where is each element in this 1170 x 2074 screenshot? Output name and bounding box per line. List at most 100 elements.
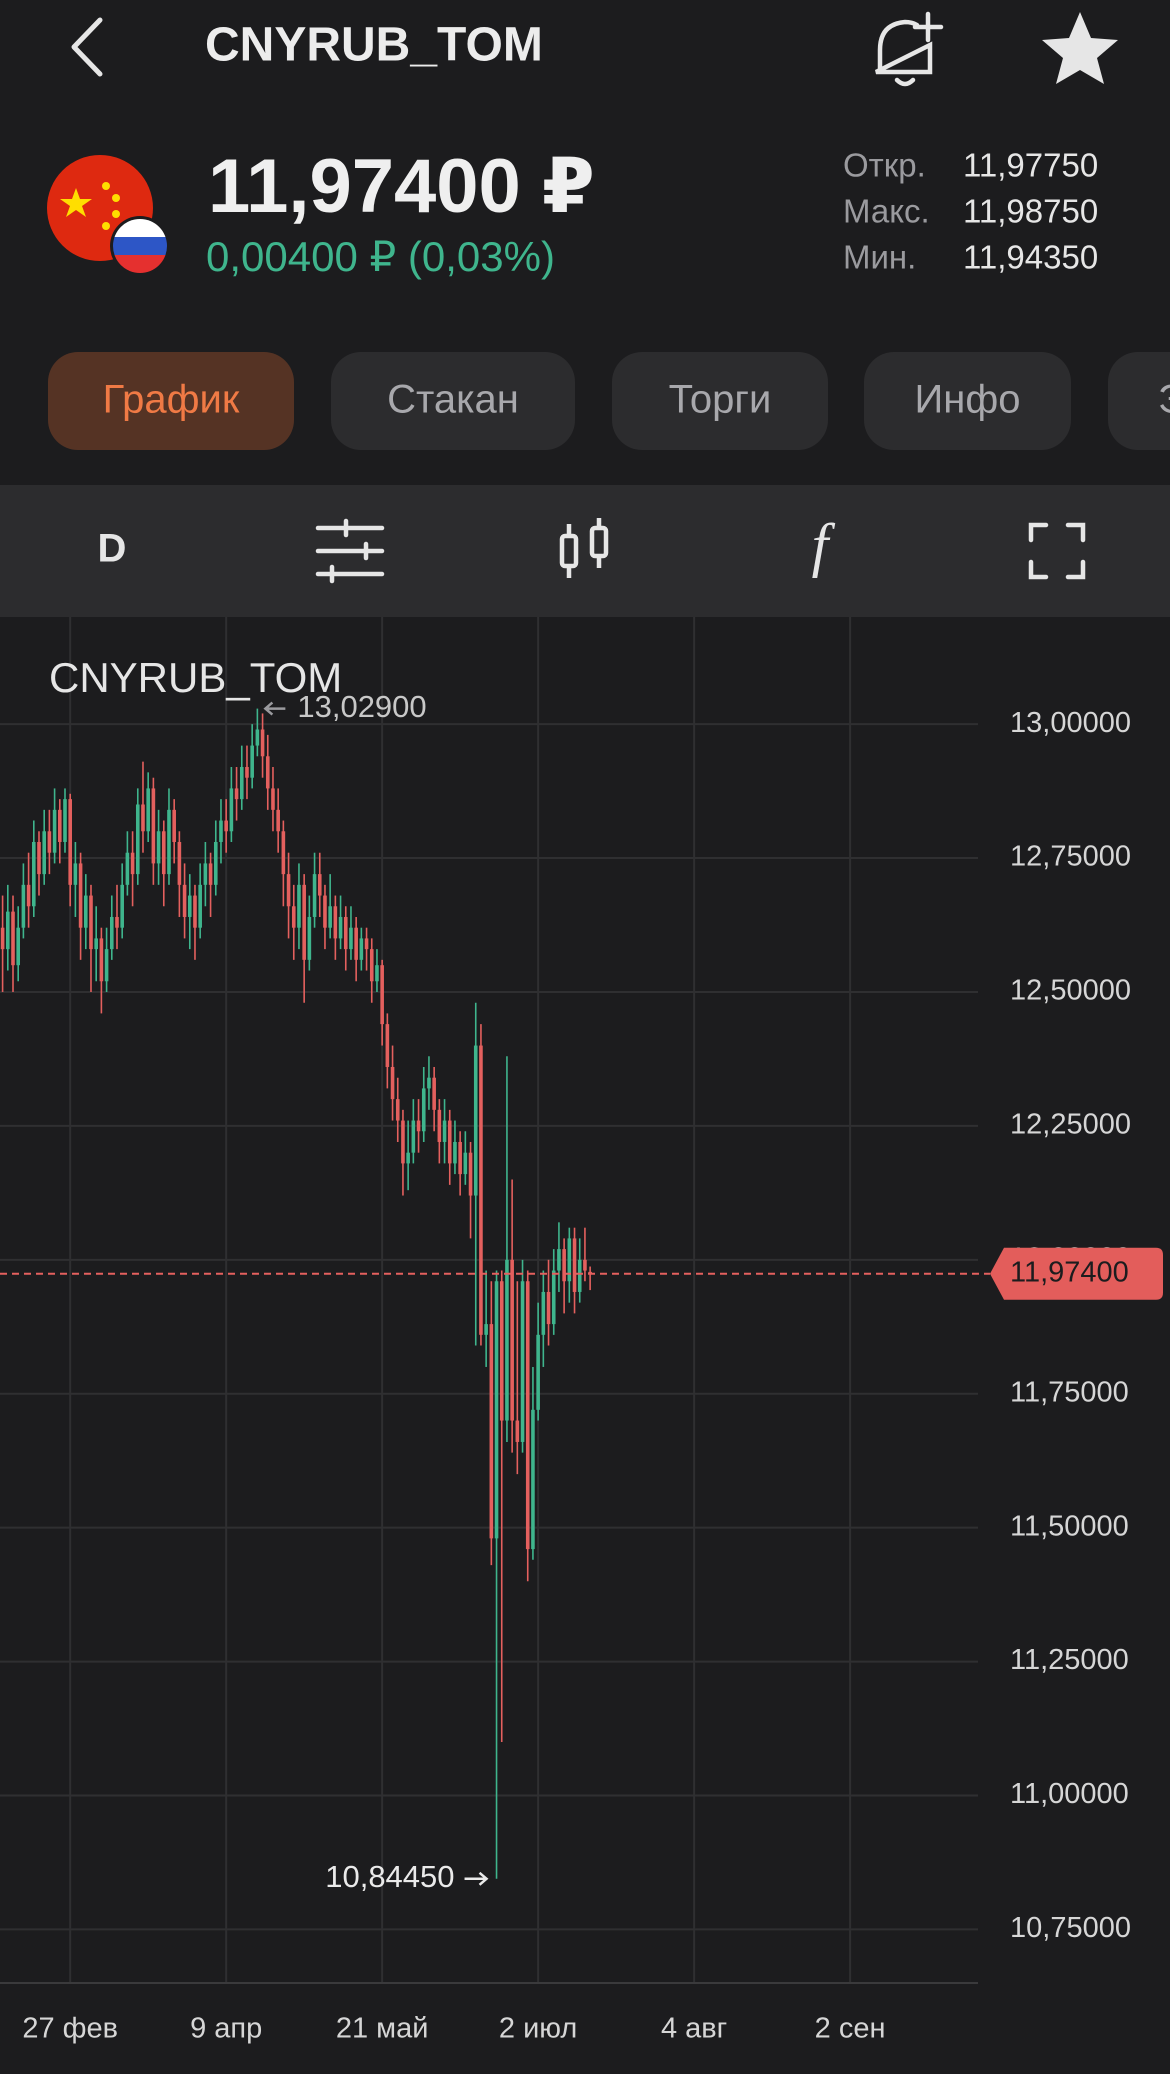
candle-body: [328, 906, 332, 928]
x-tick-label: 2 июл: [499, 2013, 577, 2045]
candle-body: [208, 863, 213, 885]
candle-body: [312, 874, 317, 917]
tab-label[interactable]: Э: [1158, 378, 1170, 422]
candle-body: [354, 927, 358, 960]
candle-body: [130, 852, 135, 875]
candle-body: [302, 884, 306, 960]
y-tick-label: 11,00000: [1010, 1778, 1129, 1810]
candle-body: [182, 884, 187, 917]
candle-body: [224, 820, 228, 832]
candle-body: [406, 1152, 410, 1164]
candle-body: [52, 809, 57, 853]
candle-body: [115, 916, 119, 928]
favorite-button[interactable]: [1042, 12, 1118, 84]
candle-body: [255, 729, 260, 746]
candle-body: [317, 874, 322, 896]
annotation-label: 13,02900: [297, 689, 426, 724]
candle-body: [395, 1099, 400, 1121]
currency-flags: [47, 155, 170, 276]
candle-body: [265, 756, 270, 789]
stat-label: Откр.: [843, 147, 926, 184]
candle-body: [515, 1420, 520, 1442]
stats: Откр. 11,97750 Макс. 11,98750 Мин. 11,94350: [843, 147, 1098, 276]
x-tick-label: 2 сен: [815, 2013, 886, 2045]
candle-body: [177, 841, 182, 885]
candle-body: [83, 895, 88, 928]
fullscreen-button[interactable]: [1028, 522, 1086, 580]
candle-body: [146, 788, 150, 832]
candle-body: [536, 1334, 540, 1410]
tab-label[interactable]: Стакан: [387, 378, 519, 422]
candle-body: [437, 1109, 442, 1142]
tab[interactable]: [331, 352, 575, 450]
candle-body: [499, 1281, 504, 1421]
candle-body: [583, 1259, 587, 1271]
candle-body: [120, 884, 124, 928]
tab-label[interactable]: Торги: [669, 378, 772, 422]
header-title: CNYRUB_TOM: [205, 19, 543, 72]
candle-body: [26, 884, 31, 907]
candle-body: [78, 863, 83, 928]
candle-body: [151, 788, 156, 864]
x-tick-label: 9 апр: [190, 2013, 262, 2045]
y-tick-label: 12,25000: [1010, 1109, 1131, 1141]
candle-body: [297, 884, 301, 928]
candle-body: [525, 1281, 530, 1550]
stat-value: 11,98750: [963, 193, 1098, 230]
tab[interactable]: [612, 352, 828, 450]
candle-body: [343, 916, 348, 950]
candle-body: [291, 906, 296, 928]
candle-body: [229, 788, 234, 832]
candle-body: [510, 1259, 514, 1421]
tab[interactable]: [864, 352, 1071, 450]
candle-body: [31, 841, 36, 907]
tab-label[interactable]: График: [103, 378, 240, 422]
y-tick-label: 12,50000: [1010, 975, 1131, 1007]
toolbar: [0, 485, 1170, 617]
candle-body: [349, 927, 353, 950]
tab-label[interactable]: Инфо: [915, 378, 1021, 422]
alert-button[interactable]: [874, 11, 944, 87]
candle-body: [479, 1045, 483, 1335]
candle-body: [271, 788, 275, 810]
candle-body: [135, 804, 140, 875]
chart-type-button[interactable]: [559, 518, 609, 578]
x-tick-label: 27 фев: [22, 2013, 118, 2045]
y-tick-label: 11,75000: [1010, 1376, 1129, 1408]
candle-body: [187, 895, 192, 917]
candle-body: [245, 766, 249, 778]
candle-body: [416, 1120, 421, 1132]
annotation-arrow: [464, 1871, 489, 1886]
candle-body: [432, 1077, 436, 1110]
candle-body: [167, 809, 171, 875]
candle-body: [401, 1120, 405, 1164]
candle-body: [109, 916, 114, 950]
candle-body: [281, 831, 286, 875]
candle-body: [276, 809, 280, 832]
stat-label: Макс.: [843, 193, 930, 230]
tabs: График Стакан Торги Инфо Э: [48, 352, 1170, 450]
candle-body: [239, 766, 244, 800]
candle-body: [427, 1077, 431, 1089]
candle-body: [73, 863, 78, 885]
tab[interactable]: [1108, 352, 1170, 450]
chart-title: CNYRUB_TOM: [49, 654, 342, 701]
y-tick-label: 11,25000: [1010, 1644, 1129, 1676]
candle-body: [567, 1238, 572, 1282]
candle-body: [57, 809, 62, 842]
candle-body: [5, 911, 10, 950]
interval-button[interactable]: D: [98, 527, 127, 571]
candle-body: [411, 1120, 416, 1153]
last-price-badge: [990, 1247, 1163, 1300]
candle-body: [42, 831, 46, 875]
candle-body: [453, 1141, 457, 1164]
candle-body: [161, 831, 166, 875]
candle-body: [219, 820, 223, 842]
settings-button[interactable]: [315, 518, 385, 584]
tab[interactable]: [48, 352, 294, 450]
chart: 27 фев 9 апр 21 май 2 июл 4 авг 2 сен 13,00000…: [0, 617, 1163, 2045]
candle-body: [11, 911, 15, 966]
back-button[interactable]: [71, 17, 103, 77]
